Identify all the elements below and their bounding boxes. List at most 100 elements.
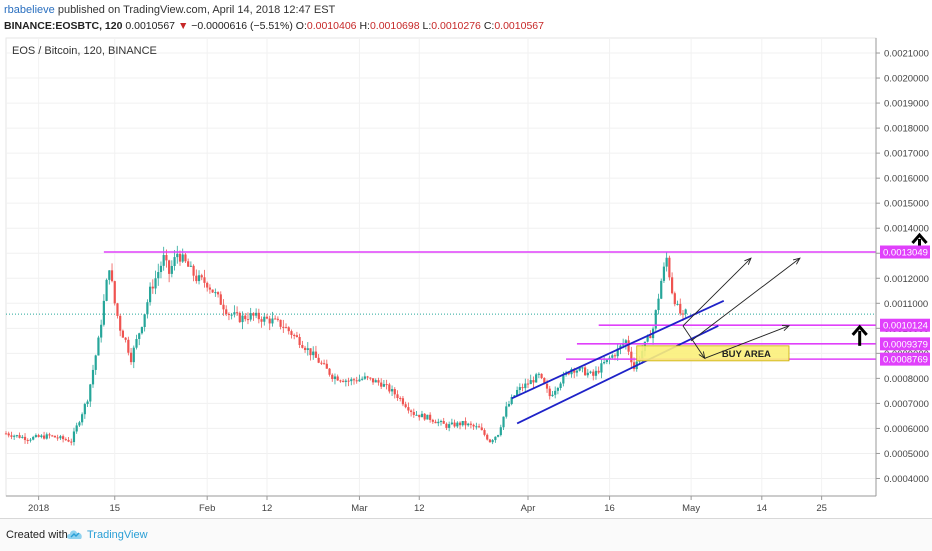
candle xyxy=(119,313,122,337)
candle-body xyxy=(271,318,274,324)
candle-body xyxy=(390,389,394,392)
candle xyxy=(328,368,331,377)
level-tag-label: 0.0013049 xyxy=(883,248,928,259)
candle xyxy=(518,383,521,395)
candle-body xyxy=(301,344,304,348)
candle-body xyxy=(127,339,130,353)
candle-body xyxy=(507,404,511,407)
x-tick-label: 12 xyxy=(262,503,273,514)
candle xyxy=(192,264,195,282)
candle-body xyxy=(64,439,67,441)
candle xyxy=(597,366,600,375)
candle-body xyxy=(333,376,337,380)
tradingview-link[interactable]: TradingView xyxy=(87,529,148,541)
candle-body xyxy=(524,383,527,389)
candle-body xyxy=(81,414,84,423)
candle-body xyxy=(578,367,581,371)
candle xyxy=(342,379,345,383)
candle xyxy=(225,305,228,317)
level-tag-bg xyxy=(880,337,930,351)
candle xyxy=(72,427,76,446)
candle xyxy=(450,418,453,426)
channel-trend-line xyxy=(511,299,725,400)
candle-body xyxy=(665,257,668,267)
candle xyxy=(347,377,350,387)
candle-body xyxy=(344,380,347,382)
candle-body xyxy=(287,327,290,332)
candle xyxy=(464,417,467,430)
candle xyxy=(48,432,51,439)
candle xyxy=(317,354,320,364)
up-arrow-head xyxy=(851,324,868,336)
candle xyxy=(15,434,18,438)
candle-body xyxy=(548,388,551,397)
candle xyxy=(559,381,562,391)
candle-body xyxy=(119,315,122,331)
candle-body xyxy=(622,343,625,346)
price-axis[interactable]: 0.0004000 0.0005000 0.0006000 0.0007000 0.00… xyxy=(875,38,930,496)
candle-body xyxy=(456,422,459,427)
candle-body xyxy=(581,367,584,369)
candle-body xyxy=(116,303,119,316)
candle xyxy=(263,312,266,326)
candle xyxy=(159,261,163,279)
candle-body xyxy=(385,384,388,386)
candle-body xyxy=(233,312,236,315)
candle-body xyxy=(551,394,554,397)
candle xyxy=(290,329,293,339)
candle xyxy=(21,434,24,439)
candle xyxy=(83,402,86,419)
price-chart[interactable]: BUY AREA 0.00040000.00050000.00060000.00… xyxy=(0,34,932,518)
chart-symbol-title: EOS / Bitcoin, 120, BINANCE xyxy=(12,45,157,57)
candle xyxy=(211,289,214,293)
candle-body xyxy=(521,387,524,389)
candle-body xyxy=(510,397,513,405)
candle-body xyxy=(529,380,532,385)
candle-body xyxy=(480,427,483,431)
author-link[interactable]: rbabelieve xyxy=(4,4,55,16)
time-axis[interactable]: 2018 15 Feb 12 Mar 12 Apr 16 May 14 25 xyxy=(6,495,876,514)
candle xyxy=(388,382,391,394)
candle xyxy=(352,377,356,385)
y-tick-label: 0.0015000 xyxy=(884,199,929,210)
candle xyxy=(393,387,396,399)
candle-body xyxy=(29,439,32,441)
y-tick-label: 0.0006000 xyxy=(884,424,929,435)
arrow-shaft xyxy=(690,257,801,342)
candle-body xyxy=(654,310,657,329)
candle xyxy=(594,366,598,380)
candle-body xyxy=(178,253,182,262)
buy-area-zone: BUY AREA xyxy=(636,345,790,362)
chart-area[interactable]: BUY AREA 0.0004000 0.0005000 0.0006000 0.00… xyxy=(0,34,932,518)
candle xyxy=(252,312,255,321)
candle-body xyxy=(355,380,358,382)
candle-body xyxy=(23,436,27,441)
candle xyxy=(206,281,209,292)
candle xyxy=(494,436,497,443)
candle xyxy=(301,340,304,349)
candle xyxy=(121,329,125,338)
candle-body xyxy=(592,371,595,376)
candle-body xyxy=(222,304,225,310)
candle-body xyxy=(450,422,453,425)
candle xyxy=(458,421,462,430)
candle xyxy=(32,435,35,441)
candle-body xyxy=(293,334,296,336)
candle-body xyxy=(113,281,116,304)
candle-body xyxy=(135,339,138,348)
candle xyxy=(431,418,434,424)
candle-body xyxy=(458,422,462,426)
candle-body xyxy=(238,312,241,323)
candle xyxy=(668,255,671,281)
candle-body xyxy=(249,313,252,320)
candle-body xyxy=(453,422,456,427)
candle xyxy=(102,294,105,327)
candle-body xyxy=(670,277,674,294)
candle xyxy=(445,422,448,431)
candle xyxy=(132,345,135,369)
candle xyxy=(78,420,81,428)
candle xyxy=(148,282,152,306)
candle xyxy=(554,386,557,399)
candle-body xyxy=(37,435,40,437)
candle xyxy=(363,372,366,380)
